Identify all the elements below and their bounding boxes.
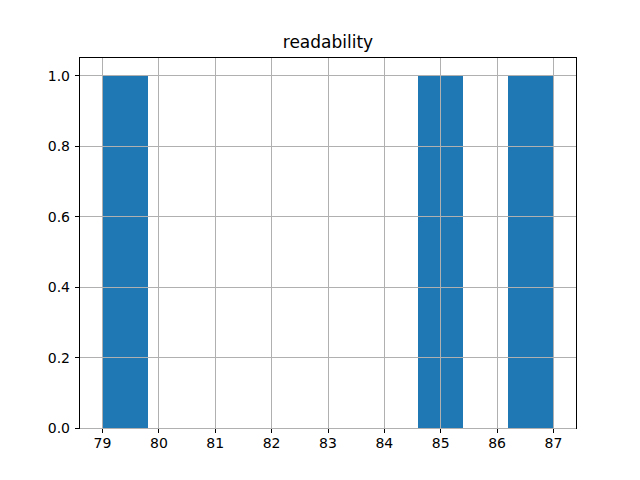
x-tick-label: 81 [206, 435, 224, 451]
figure: readability 7980818283848586870.00.20.40… [0, 0, 640, 480]
x-tick-label: 85 [432, 435, 450, 451]
chart-title: readability [80, 32, 576, 52]
plot-area: 7980818283848586870.00.20.40.60.81.0 [79, 57, 577, 429]
y-tick-mark [75, 357, 79, 358]
x-tick-mark [102, 429, 103, 433]
y-tick-label: 1.0 [48, 68, 70, 84]
x-tick-label: 87 [545, 435, 563, 451]
x-tick-mark [158, 429, 159, 433]
y-tick-label: 0.2 [48, 350, 70, 366]
x-tick-mark [384, 429, 385, 433]
y-tick-mark [75, 428, 79, 429]
x-tick-mark [497, 429, 498, 433]
x-tick-mark [215, 429, 216, 433]
grid-line-horizontal [80, 216, 576, 217]
y-tick-mark [75, 216, 79, 217]
grid-line-horizontal [80, 75, 576, 76]
x-tick-mark [271, 429, 272, 433]
y-tick-label: 0.6 [48, 209, 70, 225]
x-tick-mark [440, 429, 441, 433]
x-tick-mark [553, 429, 554, 433]
x-tick-mark [328, 429, 329, 433]
grid-line-vertical [384, 58, 385, 428]
histogram-bar [508, 76, 553, 428]
x-tick-label: 84 [375, 435, 393, 451]
grid-line-vertical [497, 58, 498, 428]
grid-line-vertical [328, 58, 329, 428]
grid-line-horizontal [80, 357, 576, 358]
grid-line-vertical [440, 58, 441, 428]
histogram-bar [103, 76, 148, 428]
x-tick-label: 80 [150, 435, 168, 451]
grid-line-horizontal [80, 287, 576, 288]
x-tick-label: 86 [488, 435, 506, 451]
y-tick-label: 0.4 [48, 279, 70, 295]
y-tick-mark [75, 146, 79, 147]
y-tick-mark [75, 287, 79, 288]
grid-line-vertical [158, 58, 159, 428]
grid-line-vertical [271, 58, 272, 428]
y-tick-label: 0.0 [48, 420, 70, 436]
grid-line-vertical [553, 58, 554, 428]
x-tick-label: 82 [263, 435, 281, 451]
grid-line-horizontal [80, 146, 576, 147]
x-tick-label: 83 [319, 435, 337, 451]
y-tick-label: 0.8 [48, 138, 70, 154]
x-tick-label: 79 [94, 435, 112, 451]
grid-line-vertical [102, 58, 103, 428]
y-tick-mark [75, 75, 79, 76]
grid-line-vertical [215, 58, 216, 428]
